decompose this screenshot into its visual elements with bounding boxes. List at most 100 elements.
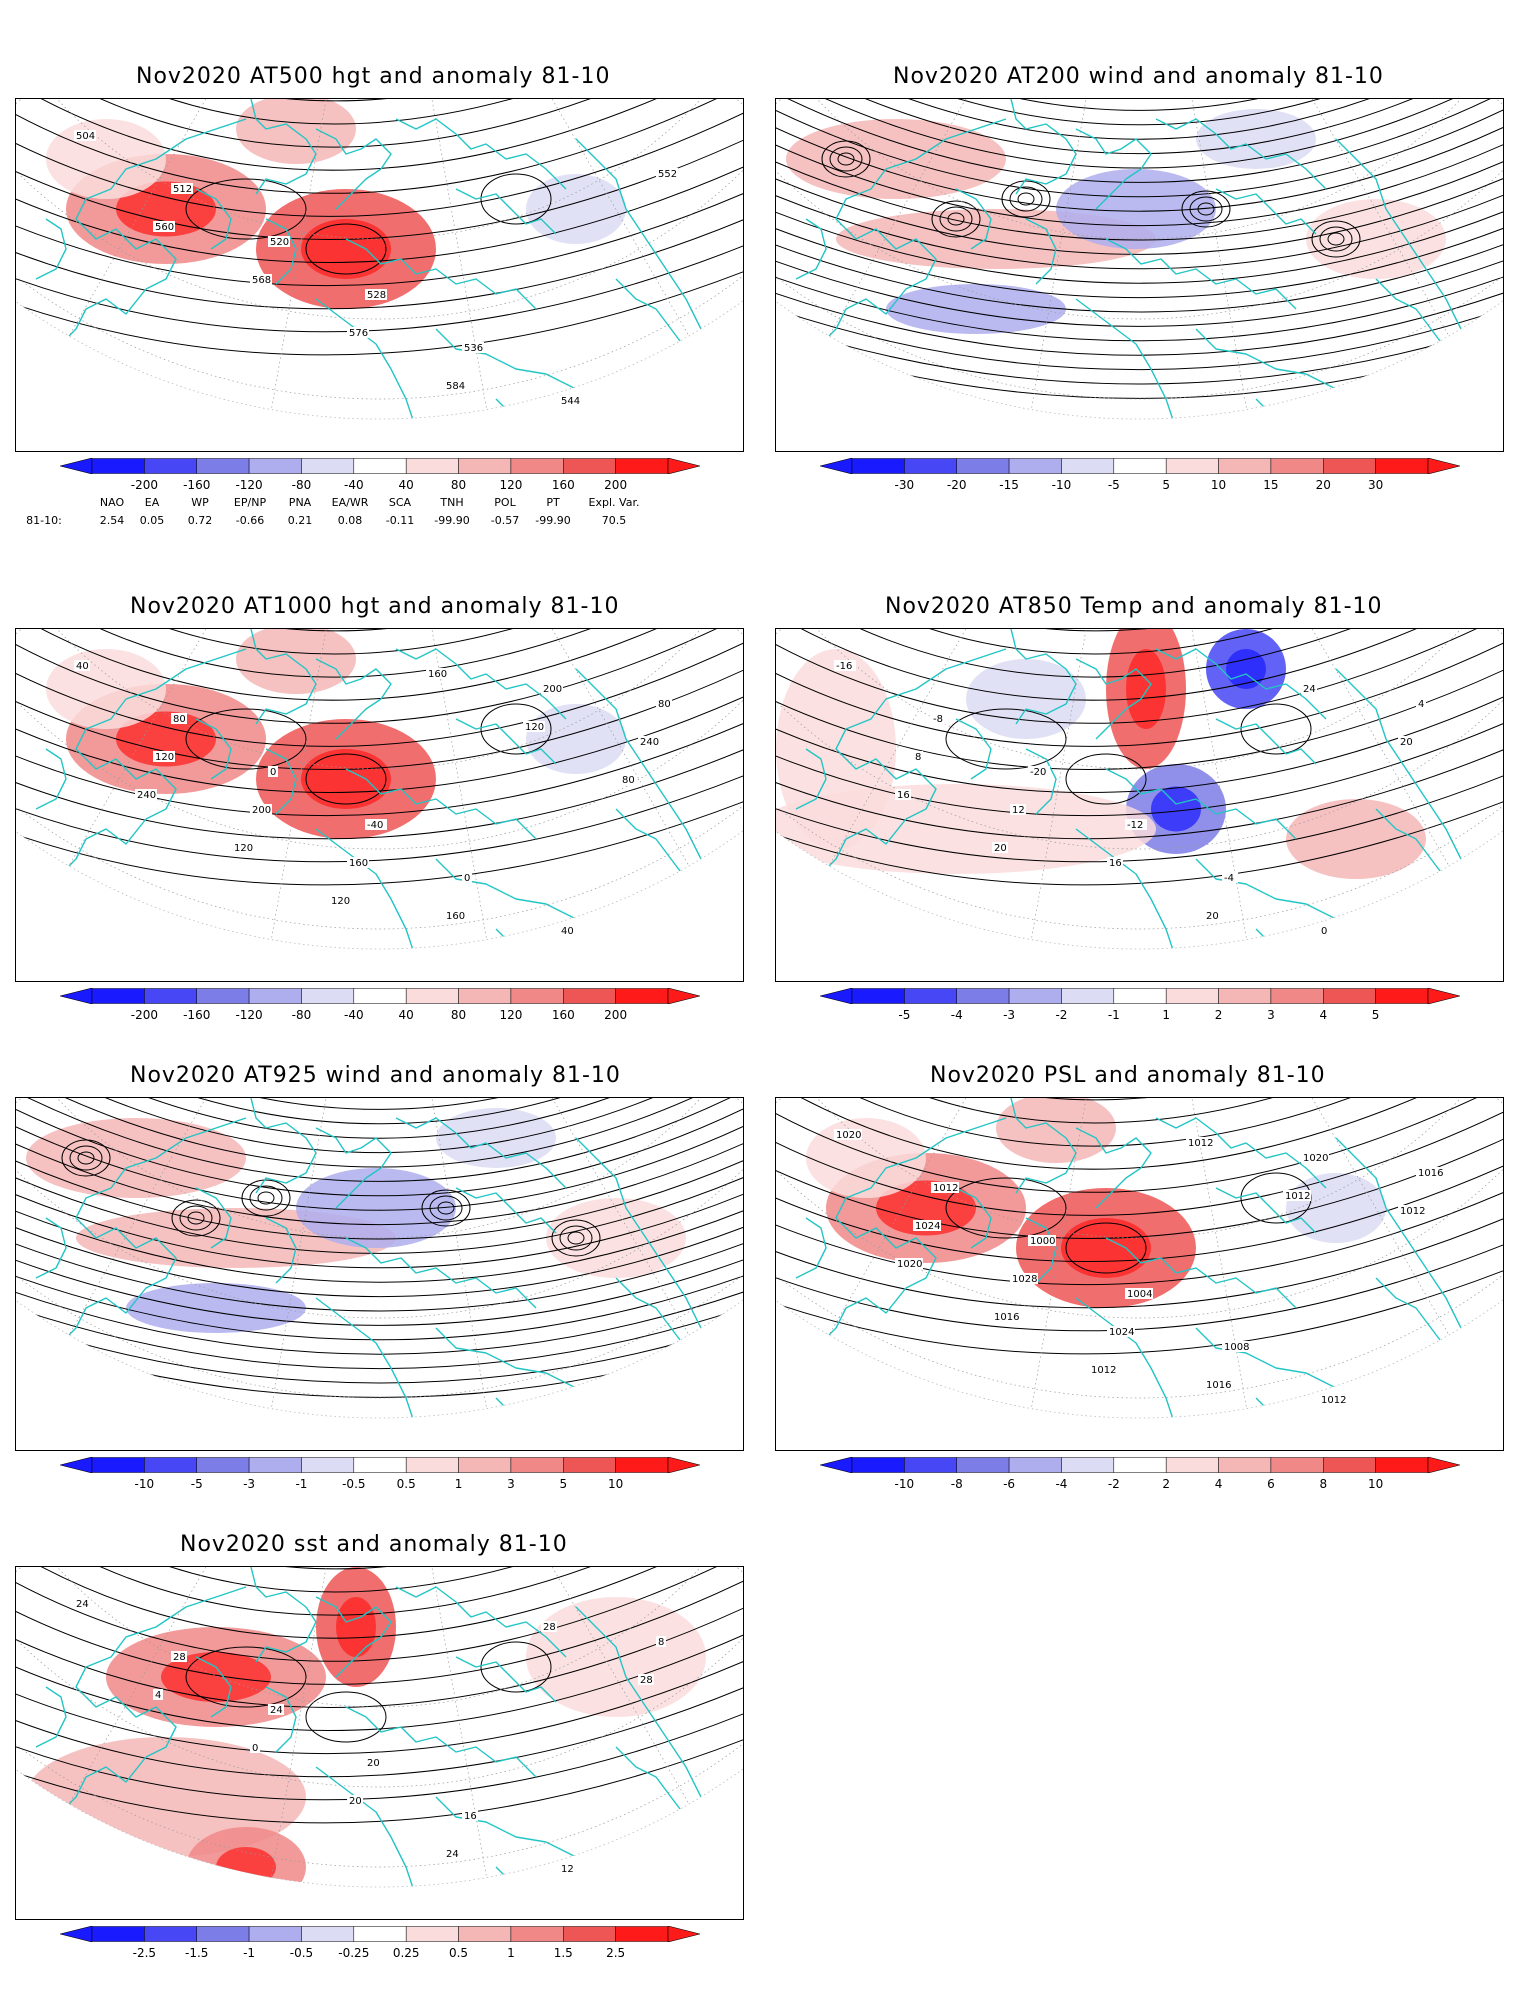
colorbar-labels: -200 -160 -120 -80 -40 40 80 120 160 200 [60, 1008, 700, 1024]
contour-label: 1008 [1224, 1342, 1249, 1353]
contour-label: 0 [270, 767, 276, 778]
colorbar-tick-label: 5 [1162, 478, 1170, 492]
colorbar-tick-label: -0.5 [289, 1946, 314, 1960]
contour-label: 1012 [1400, 1206, 1425, 1217]
colorbar-tick-label: 4 [1319, 1008, 1328, 1022]
panel-title: Nov2020 sst and anomaly 81-10 [180, 1532, 568, 1557]
map-graphic [16, 1098, 743, 1419]
teleconn-index-value: -0.66 [235, 514, 265, 527]
contour-label: 1012 [1321, 1395, 1346, 1406]
contour-label: 1020 [1303, 1153, 1328, 1164]
colorbar-tick-label: -0.25 [338, 1946, 370, 1960]
colorbar-tick-label: -1 [295, 1477, 308, 1491]
contour-label: 80 [658, 699, 671, 710]
contour-label: 512 [173, 184, 192, 195]
colorbar-tick-label: 120 [499, 1008, 523, 1022]
panel-title: Nov2020 AT1000 hgt and anomaly 81-10 [130, 594, 620, 619]
anomaly-shading [26, 1567, 706, 1887]
map-1000hgt: 40 80 0 -40 0 40 80 120 200 160 160 200 240 240 120 120… [15, 628, 744, 982]
contour-label: 240 [640, 737, 659, 748]
contour-label: 120 [525, 722, 544, 733]
contour-label: -40 [367, 820, 383, 831]
teleconn-index-name: Expl. Var. [588, 496, 640, 509]
contour-label: 576 [349, 328, 368, 339]
anomaly-shading [806, 1098, 1386, 1308]
contour-label: 200 [252, 805, 271, 816]
contour-label: 24 [270, 1705, 283, 1716]
map-sst: 24 28 24 20 16 12 8 4 0 20 24 28 28 [15, 1566, 744, 1920]
map-850temp: -16 -8 -20 -12 -4 0 4 8 12 16 20 24 20 16 20 [775, 628, 1504, 982]
contour-label: 120 [331, 896, 350, 907]
colorbar-tick-label: -15 [999, 478, 1019, 492]
coastlines [795, 99, 1467, 419]
teleconn-index-name: PT [546, 496, 560, 509]
contour-label: 40 [561, 926, 574, 937]
contour-labels: -16 -8 -20 -12 -4 0 4 8 12 16 20 24 20 16 20 [834, 660, 1426, 937]
colorbar-tick-label: 10 [607, 1477, 624, 1491]
contour-label: 20 [367, 1758, 380, 1769]
colorbar [819, 457, 1461, 475]
colorbar-tick-label: 4 [1214, 1477, 1223, 1491]
colorbar-tick-label: 5 [1371, 1008, 1380, 1022]
contour-label: -4 [1224, 873, 1234, 884]
teleconn-index-value: -0.11 [385, 514, 415, 527]
teleconn-index-value: 0.08 [337, 514, 363, 527]
colorbar-tick-label: -40 [344, 1008, 364, 1022]
streamlines [16, 1098, 743, 1398]
colorbar-tick-label: -160 [183, 478, 211, 492]
colorbar-graphic [819, 1456, 1461, 1474]
panel-title: Nov2020 AT500 hgt and anomaly 81-10 [136, 64, 611, 89]
colorbar [59, 457, 701, 475]
colorbar-labels: -10 -8 -6 -4 -2 2 4 6 8 10 [820, 1477, 1460, 1493]
colorbar-graphic [59, 1456, 701, 1474]
colorbar-tick-label: -4 [950, 1008, 963, 1022]
contour-label: 240 [137, 790, 156, 801]
contour-label: 536 [464, 343, 483, 354]
panel-title: Nov2020 AT200 wind and anomaly 81-10 [893, 64, 1384, 89]
colorbar-tick-label: -3 [243, 1477, 256, 1491]
colorbar [819, 1456, 1461, 1474]
anomaly-shading [46, 629, 626, 839]
contour-label: 160 [428, 669, 447, 680]
colorbar-tick-label: -200 [130, 1008, 158, 1022]
colorbar-labels: -30 -20 -15 -10 -5 5 10 15 20 30 [820, 478, 1460, 494]
contour-label: 16 [464, 1811, 477, 1822]
contour-label: 1020 [836, 1130, 861, 1141]
contour-label: 20 [1206, 911, 1219, 922]
colorbar-tick-label: 15 [1263, 478, 1279, 492]
contour-label: 0 [252, 1743, 258, 1754]
contour-label: 160 [349, 858, 368, 869]
colorbar-tick-label: 8 [1319, 1477, 1328, 1491]
colorbar-tick-label: -8 [950, 1477, 963, 1491]
contour-labels: 40 80 0 -40 0 40 80 120 200 160 160 200 240 240 120 120… [74, 660, 672, 937]
colorbar-tick-label: -5 [190, 1477, 203, 1491]
colorbar [59, 987, 701, 1005]
map-psl: 1020 1012 1000 1004 1008 1012 1016 1024 1028 1024… [775, 1097, 1504, 1451]
contour-label: 16 [1109, 858, 1122, 869]
contour-label: -16 [836, 661, 852, 672]
contour-label: 20 [994, 843, 1007, 854]
colorbar-tick-label: 20 [1315, 478, 1331, 492]
contour-label: 80 [622, 775, 635, 786]
contour-label: 584 [446, 381, 465, 392]
colorbar-tick-label: 200 [604, 1008, 628, 1022]
teleconn-index-name: EA [144, 496, 160, 509]
panel-title: Nov2020 AT850 Temp and anomaly 81-10 [885, 594, 1383, 619]
contour-labels: 1020 1012 1000 1004 1008 1012 1016 1024 1028 1024… [834, 1129, 1444, 1406]
colorbar-tick-label: 1 [454, 1477, 463, 1491]
colorbar-tick-label: 10 [1367, 1477, 1384, 1491]
contour-label: 24 [446, 1849, 459, 1860]
contour-labels: 24 28 24 20 16 12 8 4 0 20 24 28 28 [74, 1598, 666, 1875]
contour-label: 520 [270, 237, 289, 248]
teleconn-index-value: 0.72 [187, 514, 213, 527]
colorbar-tick-label: 6 [1267, 1477, 1275, 1491]
colorbar-graphic [59, 987, 701, 1005]
teleconn-index-value: 2.54 [99, 514, 125, 527]
colorbar-tick-label: 2 [1214, 1008, 1223, 1022]
teleconn-index-value: 0.05 [139, 514, 165, 527]
colorbar-labels: -2.5 -1.5 -1 -0.5 -0.25 0.25 0.5 1 1.5 2.5 [60, 1946, 700, 1962]
contour-label: 1012 [1188, 1138, 1213, 1149]
contour-label: 1024 [1109, 1327, 1134, 1338]
map-500hgt: 504 512 520 528 536 544 552 560 568 576 584 [15, 98, 744, 452]
contour-label: 560 [155, 222, 174, 233]
